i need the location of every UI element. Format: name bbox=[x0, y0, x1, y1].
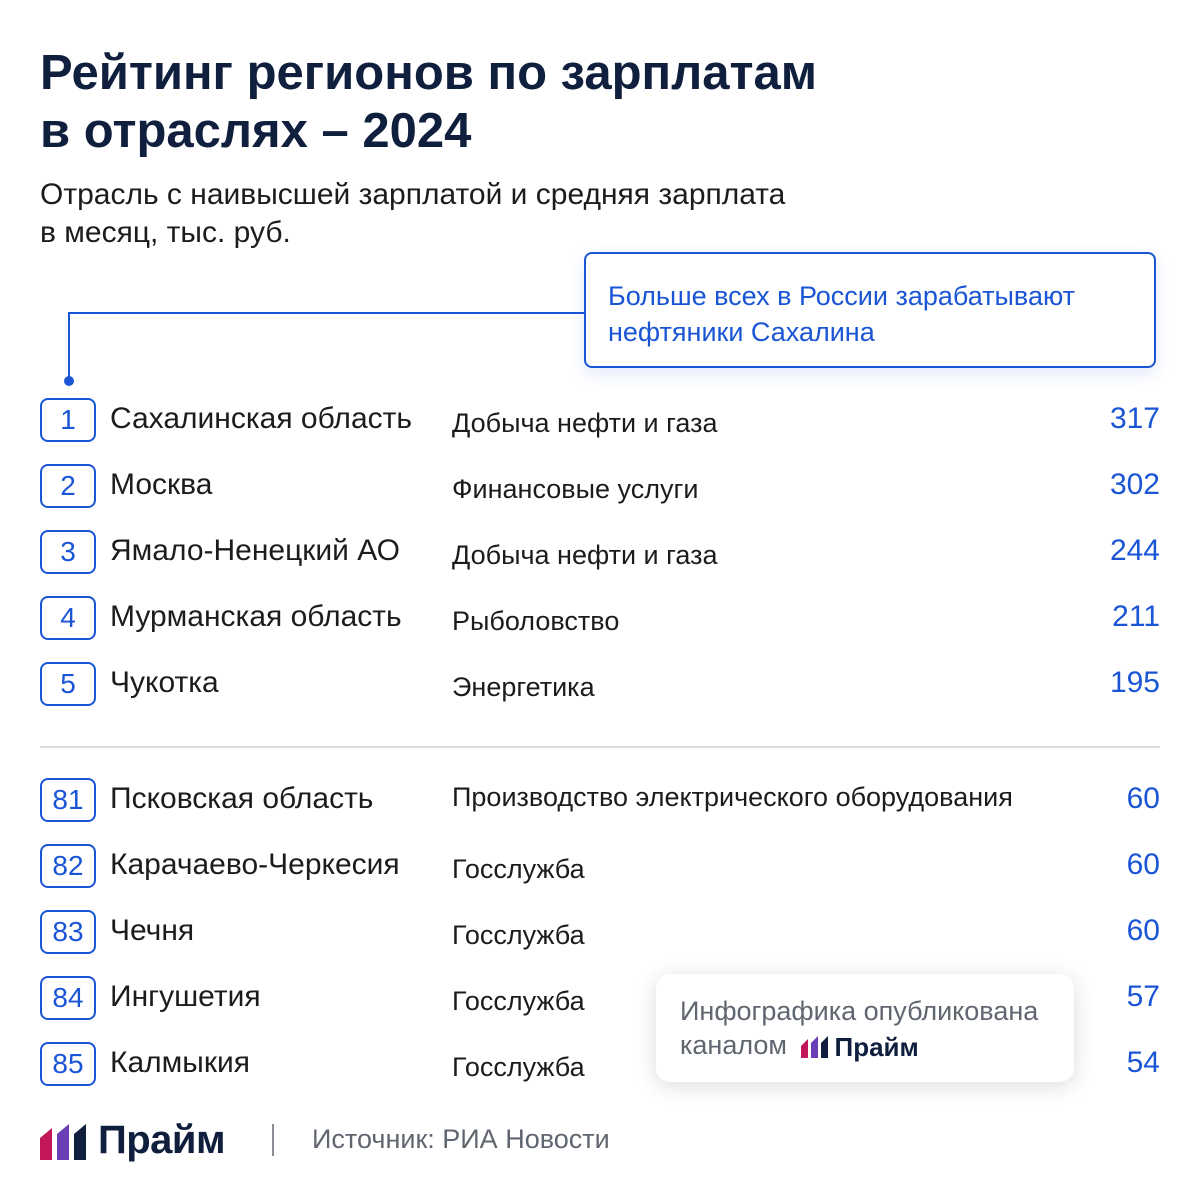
industry-name: Госслужба bbox=[452, 1052, 585, 1082]
source-credit: Источник: РИА Новости bbox=[312, 1124, 610, 1154]
industry-name: Госслужба bbox=[452, 986, 585, 1016]
published-by-channel-label: каналом bbox=[680, 1030, 787, 1060]
salary-value: 317 bbox=[1109, 402, 1160, 435]
rank-badge: 82 bbox=[40, 844, 96, 888]
rank-badge: 4 bbox=[40, 596, 96, 640]
industry-name: Рыболовство bbox=[452, 606, 620, 636]
callout-line-1: Больше всех в России зарабатывают bbox=[608, 281, 1076, 311]
salary-value: 60 bbox=[1126, 914, 1160, 947]
callout-connector-dot bbox=[64, 376, 74, 386]
page-title: Рейтинг регионов по зарплатам в отраслях… bbox=[40, 44, 817, 160]
rank-badge: 83 bbox=[40, 910, 96, 954]
rank-badge: 84 bbox=[40, 976, 96, 1020]
industry-name: Госслужба bbox=[452, 854, 585, 884]
ranking-row-3: 3 Ямало-Ненецкий АО Добыча нефти и газа … bbox=[40, 530, 1160, 578]
region-name: Чечня bbox=[110, 914, 195, 947]
salary-value: 54 bbox=[1126, 1046, 1160, 1079]
callout-connector-vertical bbox=[68, 312, 70, 378]
region-name: Чукотка bbox=[110, 666, 219, 699]
callout-box: Больше всех в России зарабатывают нефтян… bbox=[584, 252, 1156, 368]
industry-name: Энергетика bbox=[452, 672, 595, 702]
industry-name: Производство электрического оборудования bbox=[452, 782, 1013, 812]
ranking-row-83: 83 Чечня Госслужба 60 bbox=[40, 910, 1160, 958]
ranking-row-2: 2 Москва Финансовые услуги 302 bbox=[40, 464, 1160, 512]
rank-badge: 85 bbox=[40, 1042, 96, 1086]
ranking-row-85: 85 Калмыкия Госслужба 54 bbox=[40, 1042, 1160, 1090]
salary-value: 195 bbox=[1109, 666, 1160, 699]
footer-brand-text: Прайм bbox=[98, 1118, 226, 1162]
region-name: Ямало-Ненецкий АО bbox=[110, 534, 400, 567]
region-name: Карачаево-Черкесия bbox=[110, 848, 400, 881]
published-by-line-1: Инфографика опубликована bbox=[680, 996, 1039, 1026]
region-name: Псковская область bbox=[110, 782, 374, 815]
page-subtitle: Отрасль с наивысшей зарплатой и средняя … bbox=[40, 176, 785, 252]
callout-connector-horizontal bbox=[68, 312, 586, 314]
callout-line-2: нефтяники Сахалина bbox=[608, 317, 875, 347]
salary-value: 302 bbox=[1109, 468, 1160, 501]
subtitle-line-1: Отрасль с наивысшей зарплатой и средняя … bbox=[40, 178, 786, 211]
rank-badge: 81 bbox=[40, 778, 96, 822]
rank-badge: 5 bbox=[40, 662, 96, 706]
industry-name: Госслужба bbox=[452, 920, 585, 950]
rank-badge: 3 bbox=[40, 530, 96, 574]
industry-name: Добыча нефти и газа bbox=[452, 540, 718, 570]
ranking-row-4: 4 Мурманская область Рыболовство 211 bbox=[40, 596, 1160, 644]
ranking-row-82: 82 Карачаево-Черкесия Госслужба 60 bbox=[40, 844, 1160, 892]
region-name: Калмыкия bbox=[110, 1046, 250, 1079]
published-by-line-2: каналом Прайм bbox=[680, 1028, 1050, 1064]
region-name: Сахалинская область bbox=[110, 402, 412, 435]
ranking-row-1: 1 Сахалинская область Добыча нефти и газ… bbox=[40, 398, 1160, 446]
region-name: Мурманская область bbox=[110, 600, 402, 633]
footer-separator bbox=[272, 1124, 274, 1156]
published-by-card[interactable]: Инфографика опубликована каналом Прайм bbox=[656, 974, 1074, 1082]
title-line-2: в отраслях – 2024 bbox=[40, 104, 472, 158]
ranking-row-5: 5 Чукотка Энергетика 195 bbox=[40, 662, 1160, 710]
salary-value: 211 bbox=[1112, 600, 1160, 633]
rank-badge: 2 bbox=[40, 464, 96, 508]
ranking-row-81: 81 Псковская область Производство электр… bbox=[40, 778, 1160, 826]
prime-logo-icon bbox=[40, 1123, 86, 1160]
subtitle-line-2: в месяц, тыс. руб. bbox=[40, 216, 291, 249]
ranking-row-84: 84 Ингушетия Госслужба 57 bbox=[40, 976, 1160, 1024]
section-divider bbox=[40, 746, 1160, 748]
prime-logo-icon bbox=[800, 1035, 828, 1058]
salary-value: 60 bbox=[1126, 782, 1160, 815]
industry-name: Добыча нефти и газа bbox=[452, 408, 718, 438]
salary-value: 244 bbox=[1109, 534, 1160, 567]
prime-logo[interactable]: Прайм bbox=[800, 1030, 919, 1064]
salary-value: 60 bbox=[1126, 848, 1160, 881]
industry-name: Финансовые услуги bbox=[452, 474, 699, 504]
footer-brand-logo[interactable]: Прайм bbox=[40, 1118, 226, 1163]
title-line-1: Рейтинг регионов по зарплатам bbox=[40, 46, 817, 100]
region-name: Москва bbox=[110, 468, 213, 501]
salary-value: 57 bbox=[1126, 980, 1160, 1013]
prime-logo-text: Прайм bbox=[834, 1031, 919, 1062]
rank-badge: 1 bbox=[40, 398, 96, 442]
region-name: Ингушетия bbox=[110, 980, 261, 1013]
